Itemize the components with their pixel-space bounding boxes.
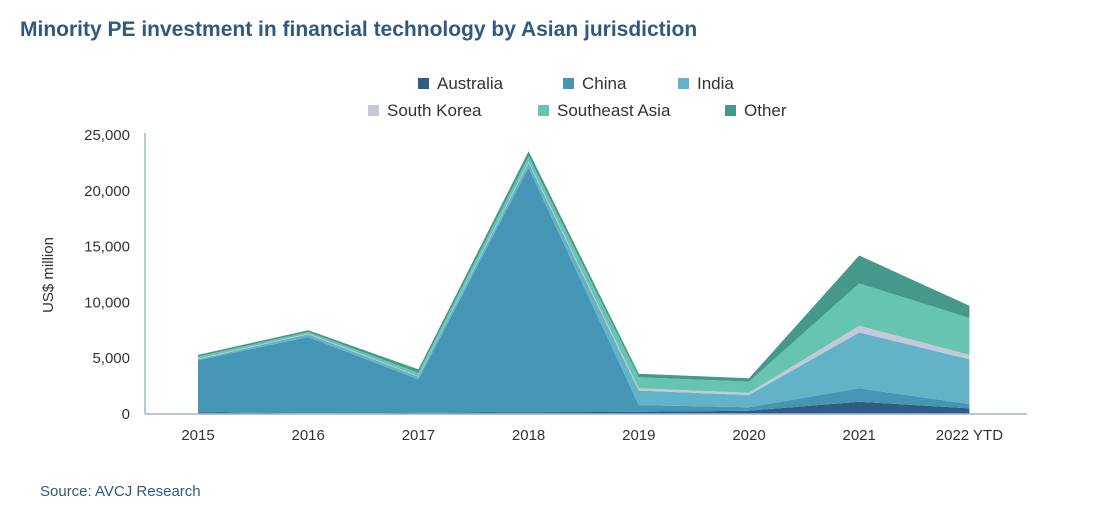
x-tick-label: 2019 (622, 427, 655, 444)
legend-label: South Korea (387, 101, 482, 120)
legend-item: South Korea (368, 101, 482, 120)
x-tick-label: 2021 (843, 427, 876, 444)
x-tick-label: 2016 (292, 427, 325, 444)
legend-swatch (563, 78, 574, 89)
y-tick-label: 10,000 (84, 294, 130, 311)
legend-item: Southeast Asia (538, 101, 671, 120)
legend-label: Australia (437, 74, 504, 93)
legend-item: India (678, 74, 734, 93)
x-tick-label: 2015 (181, 427, 214, 444)
legend-swatch (678, 78, 689, 89)
y-axis-label: US$ million (40, 237, 57, 313)
chart-title: Minority PE investment in financial tech… (20, 18, 698, 41)
y-tick-label: 15,000 (84, 239, 130, 256)
legend-label: China (582, 74, 627, 93)
axes: 0 5,000 10,000 15,000 20,000 25,000 2015 2016 20… (84, 127, 1027, 444)
x-tick-label: 2022 YTD (936, 427, 1003, 444)
legend: Australia China India South Korea Southeast … (368, 74, 787, 120)
area-china (198, 167, 970, 414)
y-tick-label: 25,000 (84, 127, 130, 144)
y-tick-label: 20,000 (84, 183, 130, 200)
legend-swatch (418, 78, 429, 89)
legend-label: Other (744, 101, 787, 120)
plot-areas (198, 151, 970, 414)
legend-swatch (538, 105, 549, 116)
source-note: Source: AVCJ Research (40, 483, 201, 500)
area-other (198, 151, 970, 382)
x-tick-label: 2017 (402, 427, 435, 444)
x-tick-label: 2018 (512, 427, 545, 444)
legend-swatch (725, 105, 736, 116)
area-australia (198, 401, 970, 414)
legend-item: Other (725, 101, 787, 120)
legend-item: China (563, 74, 627, 93)
legend-item: Australia (418, 74, 504, 93)
legend-label: Southeast Asia (557, 101, 671, 120)
legend-label: India (697, 74, 734, 93)
area-india (198, 162, 970, 408)
x-tick-label: 2020 (732, 427, 765, 444)
y-tick-label: 0 (122, 406, 130, 423)
y-tick-label: 5,000 (92, 350, 130, 367)
legend-swatch (368, 105, 379, 116)
area-southeast-asia (198, 156, 970, 393)
